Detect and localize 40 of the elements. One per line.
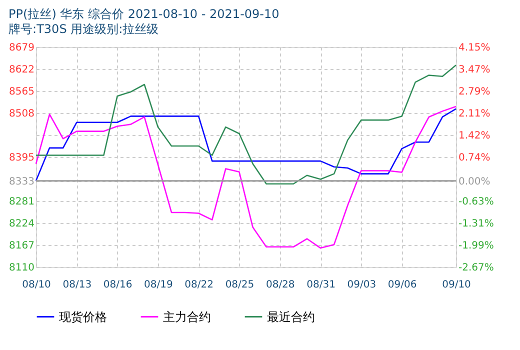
line-series: [35, 106, 457, 249]
y-tick-label: 8281: [9, 196, 34, 208]
y2-tick-label: 0.00%: [458, 176, 490, 188]
x-tick-label: 08/31: [306, 280, 336, 290]
y-tick-label: 8508: [9, 108, 34, 120]
legend-label: 现货价格: [59, 310, 107, 324]
y2-tick-label: -2.67%: [458, 262, 494, 274]
y2-tick-label: -0.63%: [458, 196, 494, 208]
y2-tick-label: -1.99%: [458, 240, 494, 252]
x-tick-label: 09/06: [388, 280, 417, 290]
y2-tick-label: 1.42%: [458, 130, 490, 142]
x-tick-label: 09/03: [347, 280, 376, 290]
x-tick-label: 08/13: [62, 280, 92, 290]
chart-title: PP(拉丝) 华东 综合价 2021-08-10 - 2021-09-10: [8, 7, 280, 21]
y-tick-label: 8622: [9, 64, 34, 76]
x-tick-label: 08/25: [225, 280, 254, 290]
y-tick-label: 8333: [9, 176, 34, 188]
y-tick-label: 8167: [9, 240, 34, 252]
x-tick-label: 08/22: [184, 280, 214, 290]
y-tick-label: 8565: [9, 86, 34, 98]
y2-tick-label: 2.79%: [458, 86, 490, 98]
line-series: [35, 108, 457, 182]
x-tick-label: 08/19: [144, 280, 173, 290]
y-tick-label: 8679: [9, 42, 34, 54]
x-tick-label: 09/10: [442, 280, 471, 290]
legend-label: 主力合约: [163, 310, 211, 324]
y2-tick-label: 0.74%: [458, 152, 490, 164]
chart-subtitle: 牌号:T30S 用途级别:拉丝级: [8, 22, 159, 36]
y-tick-label: 8395: [9, 152, 34, 164]
y2-tick-label: -1.31%: [458, 218, 494, 230]
y-tick-label: 8110: [9, 262, 34, 274]
line-series: [35, 64, 457, 185]
x-tick-label: 08/10: [22, 280, 51, 290]
y-tick-label: 8224: [9, 218, 34, 230]
legend-label: 最近合约: [267, 310, 315, 324]
y2-tick-label: 4.15%: [458, 42, 490, 54]
y2-tick-label: 2.11%: [458, 108, 490, 120]
x-tick-label: 08/28: [266, 280, 295, 290]
y2-tick-label: 3.47%: [458, 64, 490, 76]
x-tick-label: 08/16: [103, 280, 132, 290]
